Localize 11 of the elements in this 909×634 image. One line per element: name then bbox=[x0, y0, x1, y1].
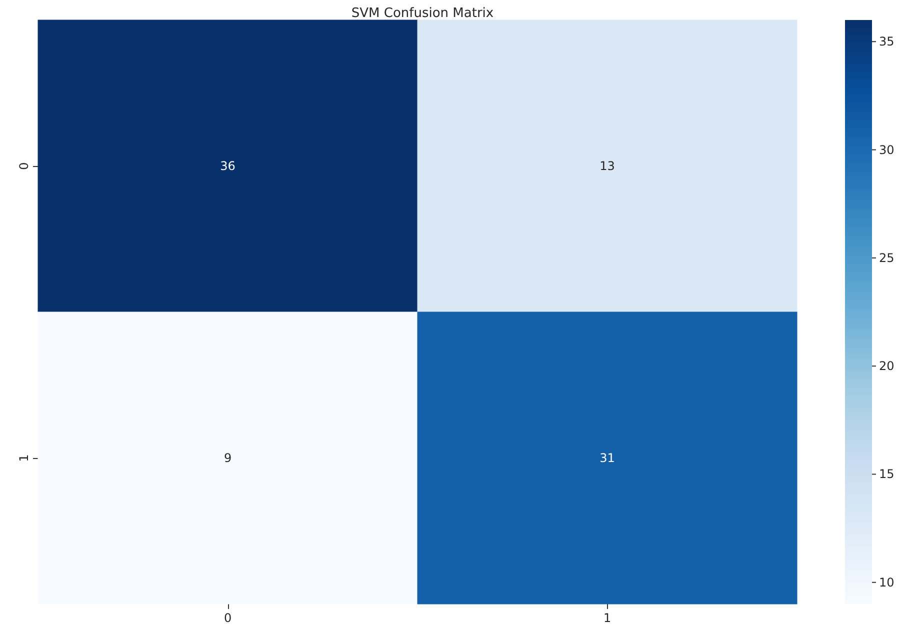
data-label: 31 bbox=[600, 451, 615, 465]
color-bar-label: 25 bbox=[879, 250, 894, 265]
color-bar-label: 35 bbox=[879, 34, 894, 49]
data-label: 36 bbox=[220, 159, 236, 173]
color-bar-label: 20 bbox=[879, 359, 894, 374]
chart-title: SVM Confusion Matrix bbox=[351, 6, 494, 21]
color-bar-label: 30 bbox=[879, 142, 894, 157]
color-bar-label: 10 bbox=[879, 575, 894, 590]
data-label: 9 bbox=[224, 451, 232, 465]
data-label: 13 bbox=[600, 159, 615, 173]
color-bar-label: 15 bbox=[879, 467, 894, 482]
